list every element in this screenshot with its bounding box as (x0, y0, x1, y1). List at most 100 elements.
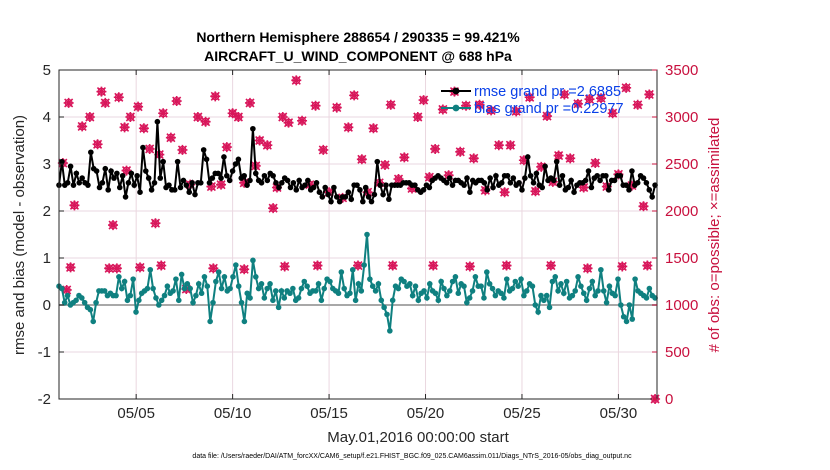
obs-assimilated-marker (310, 100, 321, 111)
rmse-point (151, 180, 158, 186)
bias-point (612, 292, 618, 299)
bias-point (204, 283, 211, 290)
bias-point (315, 281, 322, 287)
obs-point (156, 260, 167, 271)
bias-point (472, 274, 479, 280)
bias-point (375, 281, 382, 287)
obs-point (171, 96, 182, 107)
rmse-point (122, 194, 129, 200)
rmse-point (362, 184, 369, 191)
bias-point (335, 290, 342, 297)
rmse-point (102, 165, 109, 172)
obs-assimilated-marker (505, 140, 516, 151)
obs-point (545, 260, 556, 271)
bias-point (455, 290, 462, 297)
bias-point (275, 304, 282, 311)
bias-point (446, 288, 453, 294)
obs-point (283, 117, 294, 128)
rmse-point (290, 180, 297, 186)
y-tick-label-left: 0 (43, 297, 51, 314)
bias-point (512, 278, 519, 285)
bias-point (478, 283, 484, 290)
obs-assimilated-marker (536, 161, 547, 172)
rmse-point (519, 187, 525, 193)
rmse-point (380, 191, 386, 198)
rmse-point (556, 182, 563, 188)
y-tick-label-right: 3000 (665, 109, 698, 126)
rmse-point (177, 184, 184, 191)
obs-point (511, 106, 522, 117)
obs-point (418, 95, 429, 106)
rmse-point (108, 168, 114, 174)
obs-assimilated-marker (545, 260, 556, 271)
data-file-footer: data file: /Users/raeder/DAI/ATM_forcXX/… (192, 453, 632, 460)
rmse-point (244, 182, 250, 188)
rmse-point (498, 180, 505, 186)
obs-assimilated-marker (638, 201, 649, 212)
bias-point (341, 285, 348, 292)
obs-assimilated-marker (582, 263, 593, 274)
bias-point (535, 309, 541, 315)
grid (59, 69, 657, 400)
rmse-point (310, 184, 317, 191)
rmse-point (114, 170, 120, 177)
obs-assimilated-marker (418, 95, 429, 106)
obs-assimilated-marker (244, 97, 255, 108)
bias-point (198, 290, 205, 297)
rmse-point (247, 177, 253, 184)
obs-assimilated-marker (84, 112, 95, 122)
obs-assimilated-marker (368, 123, 379, 134)
rmse-point (148, 187, 155, 193)
x-tick-label: 05/25 (503, 405, 541, 422)
bias-point (426, 281, 433, 287)
bias-point (267, 281, 273, 287)
bias-point (312, 288, 319, 294)
obs-assimilated-marker (216, 179, 227, 190)
obs-assimilated-marker (486, 105, 497, 116)
bias-point (572, 288, 579, 294)
obs-assimilated-marker (177, 144, 188, 155)
rmse-point (443, 180, 450, 186)
obs-point (100, 97, 111, 108)
rmse-point (603, 172, 609, 179)
rmse-point (197, 180, 204, 186)
bias-point (509, 285, 516, 292)
ticks: 05/05 05/10 05/15 05/20 05/25 05/30 -2 -1 0 1 2 3 4 5… (38, 62, 699, 422)
rmse-point (258, 180, 265, 186)
rmse-point (646, 187, 653, 193)
rmse-point (371, 191, 378, 198)
bias-point (355, 281, 362, 287)
obs-point (69, 200, 80, 211)
rmse-point (125, 180, 132, 186)
obs-assimilated-marker (165, 132, 176, 143)
bias-point (395, 285, 402, 292)
obs-assimilated-marker (393, 174, 404, 185)
obs-assimilated-marker (455, 146, 466, 157)
chart-subtitle: AIRCRAFT_U_WIND_COMPONENT @ 688 hPa (204, 48, 512, 64)
obs-assimilated-marker (493, 140, 504, 151)
rmse-point (582, 177, 589, 184)
legend-marker (452, 87, 460, 95)
bias-point (643, 295, 650, 301)
rmse-point (180, 177, 187, 184)
obs-point (150, 218, 161, 229)
bias-point (435, 297, 442, 304)
bias-point (161, 292, 168, 299)
bias-point (113, 292, 119, 299)
rmse-point (568, 177, 574, 184)
obs-point (63, 97, 74, 108)
obs-assimilated-marker (499, 187, 510, 198)
rmse-point (640, 175, 647, 181)
obs-point (542, 111, 553, 122)
rmse-point (449, 182, 456, 188)
bias-point (421, 288, 427, 294)
rmse-point (226, 177, 233, 184)
rmse-point (302, 182, 308, 188)
obs-point (233, 112, 244, 122)
rmse-point (203, 156, 210, 163)
rmse-point (88, 149, 94, 156)
rmse-point (270, 172, 276, 179)
y-tick-label-left: 4 (43, 109, 51, 126)
obs-point (428, 260, 439, 271)
rmse-point (377, 182, 383, 188)
